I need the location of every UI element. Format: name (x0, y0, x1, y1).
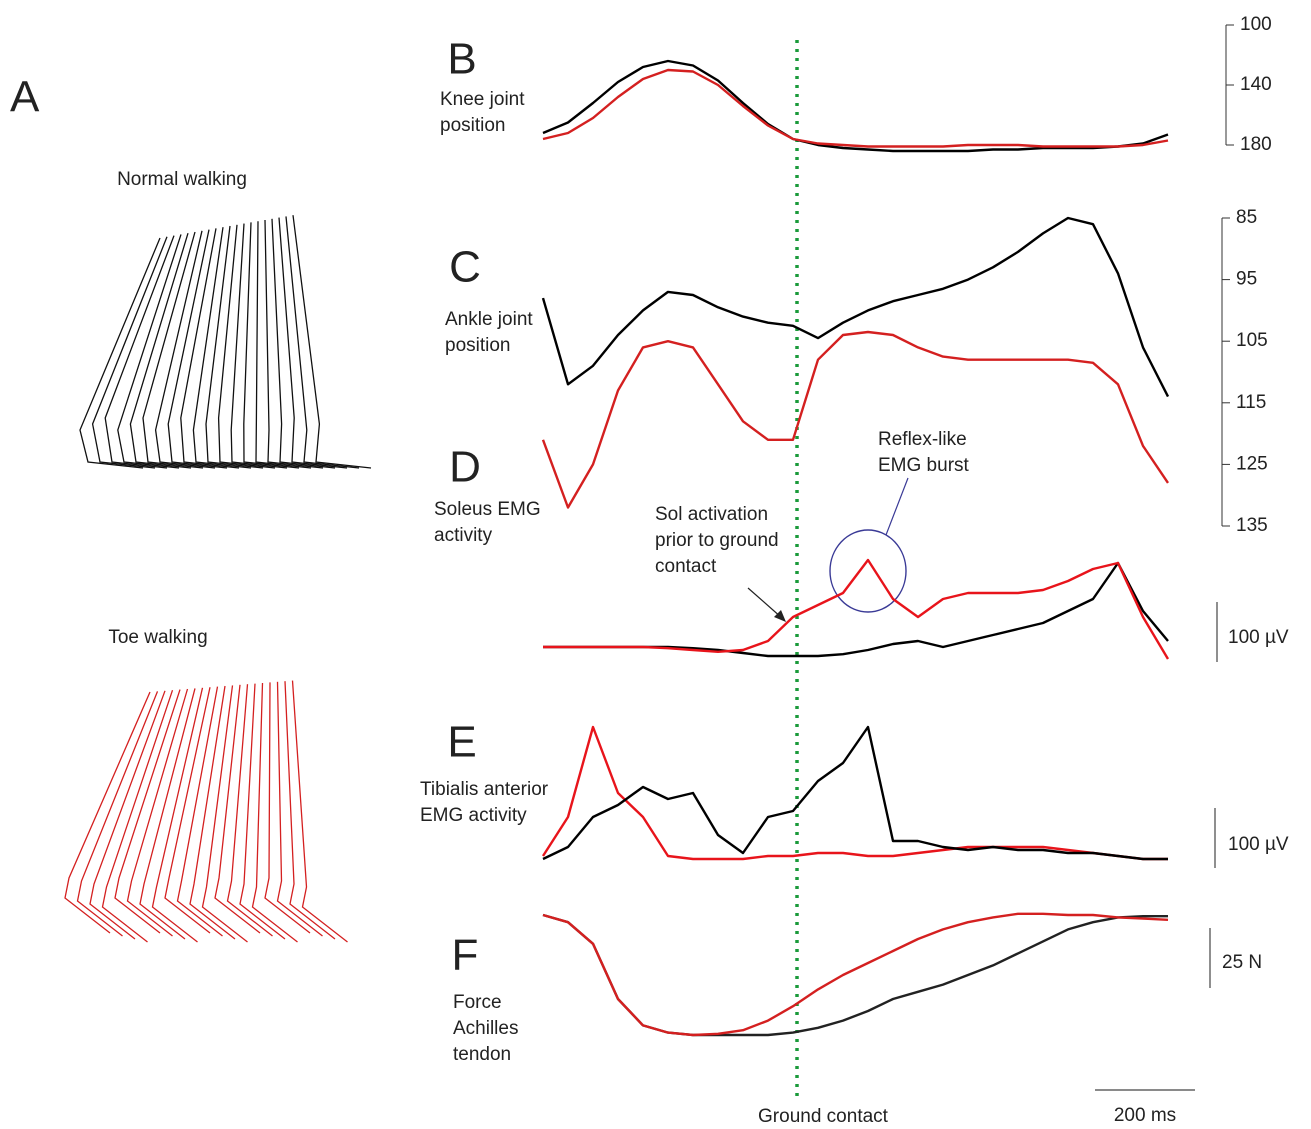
y-tick-label: 100 (1240, 14, 1272, 35)
leg-stick (180, 228, 240, 469)
leg-stick (201, 685, 248, 943)
leg-stick (278, 217, 348, 469)
panel-title: Knee joint (440, 89, 525, 110)
trace (542, 913, 1168, 1037)
panel-title: position (445, 335, 511, 356)
leg-stick (192, 227, 252, 469)
panel-title: tendon (453, 1044, 511, 1065)
leg-stick (255, 221, 312, 469)
leg-stick (101, 689, 174, 943)
leg-stick (264, 219, 324, 469)
leg-stick (291, 680, 348, 943)
ground-contact-label: Ground contact (758, 1106, 889, 1127)
trace (542, 725, 1168, 861)
annotation: EMG burst (878, 455, 970, 476)
trace (543, 558, 1170, 660)
leg-stick (104, 235, 175, 469)
panel-letter: C (449, 243, 481, 292)
leg-stick (167, 229, 228, 469)
panel-title: Soleus EMG (434, 499, 541, 520)
trace (541, 216, 1170, 398)
annotation: contact (655, 556, 717, 577)
leg-stick (76, 691, 159, 937)
panel-title: Achilles (453, 1018, 518, 1039)
y-tick-label: 105 (1236, 330, 1268, 351)
leg-stick (126, 688, 189, 937)
leg-stick (284, 681, 336, 940)
annotation: Sol activation (655, 504, 768, 525)
leg-stick (114, 689, 181, 934)
leg-stick (89, 690, 166, 940)
leg-stick (226, 684, 273, 937)
y-tick-label: 125 (1236, 453, 1268, 474)
panel-title: Tibialis anterior (420, 779, 549, 800)
leg-stick (271, 218, 336, 469)
leg-stick (189, 685, 236, 940)
leg-stick (276, 681, 323, 937)
trace (542, 912, 1169, 1037)
annotation: Reflex-like (878, 429, 967, 450)
y-tick-label: 135 (1236, 515, 1268, 536)
trace (541, 330, 1169, 509)
leg-stick (217, 224, 276, 469)
annotation-circle (829, 529, 907, 613)
leg-stick (243, 222, 300, 469)
leg-stick (164, 687, 211, 934)
panel-title: EMG activity (420, 805, 527, 826)
leg-stick (239, 683, 286, 940)
annotation-arrow (747, 587, 783, 619)
leg-stick (139, 688, 196, 940)
panel-title: activity (434, 525, 493, 546)
trace (542, 59, 1169, 153)
leg-stick (154, 230, 216, 469)
y-tick-label: 95 (1236, 269, 1257, 290)
leg-stick (264, 682, 311, 934)
panel-letter: A (10, 73, 40, 122)
panel-title: Force (453, 992, 502, 1013)
panel-letter: F (452, 931, 479, 980)
leg-stick (91, 236, 168, 469)
leg-stick (205, 225, 264, 469)
leg-stick (79, 237, 161, 469)
leg-stick (117, 234, 182, 469)
panel-letter: B (447, 35, 476, 84)
leg-stick (64, 691, 151, 934)
time-scale-label: 200 ms (1114, 1105, 1176, 1126)
condition-label: Normal walking (117, 169, 247, 190)
leg-stick (129, 233, 192, 469)
leg-stick (251, 682, 298, 943)
leg-stick (230, 223, 288, 469)
trace (542, 68, 1169, 148)
y-tick-label: 115 (1236, 392, 1266, 413)
leg-stick (285, 216, 360, 469)
leg-stick (176, 686, 223, 937)
scale-bar-label: 100 µV (1228, 627, 1289, 648)
scale-bar-label: 100 µV (1228, 834, 1289, 855)
panel-letter: E (447, 718, 476, 767)
leg-stick (292, 215, 372, 469)
panel-letter: D (449, 443, 481, 492)
trace (541, 725, 1168, 861)
arrow-head (774, 610, 786, 622)
leg-stick (214, 684, 261, 934)
y-tick-label: 180 (1240, 134, 1272, 155)
panel-title: Ankle joint (445, 309, 533, 330)
stick-figures (64, 215, 372, 943)
panel-title: position (440, 115, 506, 136)
annotation-pointer (885, 477, 909, 536)
scale-bar-label: 25 N (1222, 952, 1262, 973)
leg-stick (142, 231, 204, 469)
condition-label: Toe walking (108, 627, 207, 648)
y-tick-label: 85 (1236, 207, 1257, 228)
leg-stick (151, 687, 204, 943)
annotation: prior to ground (655, 530, 779, 551)
y-tick-label: 140 (1240, 74, 1272, 95)
